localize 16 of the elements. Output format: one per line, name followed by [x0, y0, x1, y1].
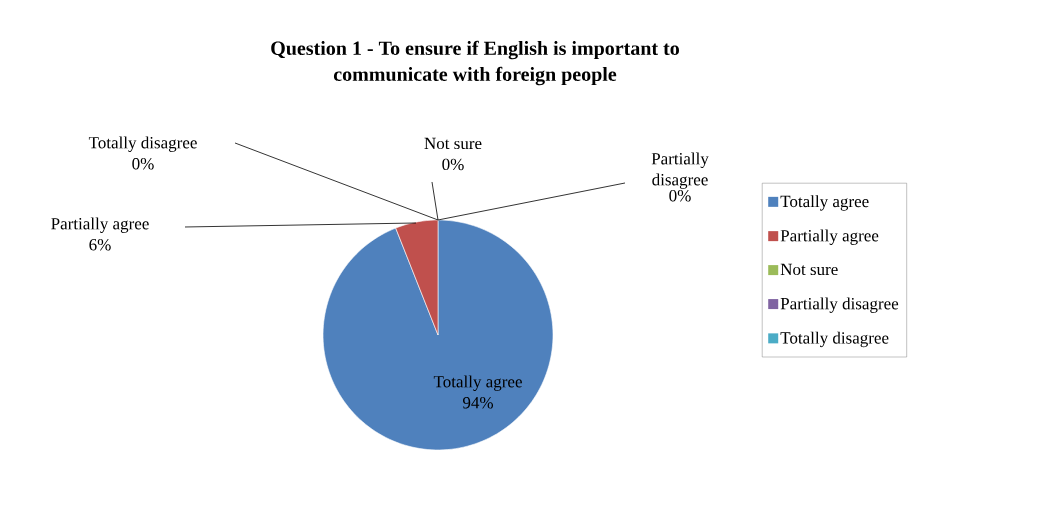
legend-label: Partially agree — [780, 229, 879, 245]
category-label: Totally disagree — [88, 136, 197, 152]
data-label: 6% — [89, 238, 111, 251]
chart-title: Question 1 - To ensure if English is important to communicate with foreign people — [271, 40, 679, 86]
category-label: Partially disagree — [651, 152, 709, 189]
legend-label: Totally agree — [780, 195, 869, 211]
text: 0% — [669, 189, 691, 202]
category-label: Not sure — [424, 137, 482, 150]
category-label: Partially agree — [51, 217, 149, 233]
legend-label: Partially disagree — [780, 297, 899, 313]
slice-label: Totally agree — [433, 375, 522, 391]
text: 0% — [442, 158, 464, 171]
legend-label: Totally disagree — [780, 331, 889, 348]
data-label: 94% — [462, 396, 494, 409]
text: 0% — [132, 157, 154, 170]
legend-label: Not sure — [780, 263, 838, 276]
